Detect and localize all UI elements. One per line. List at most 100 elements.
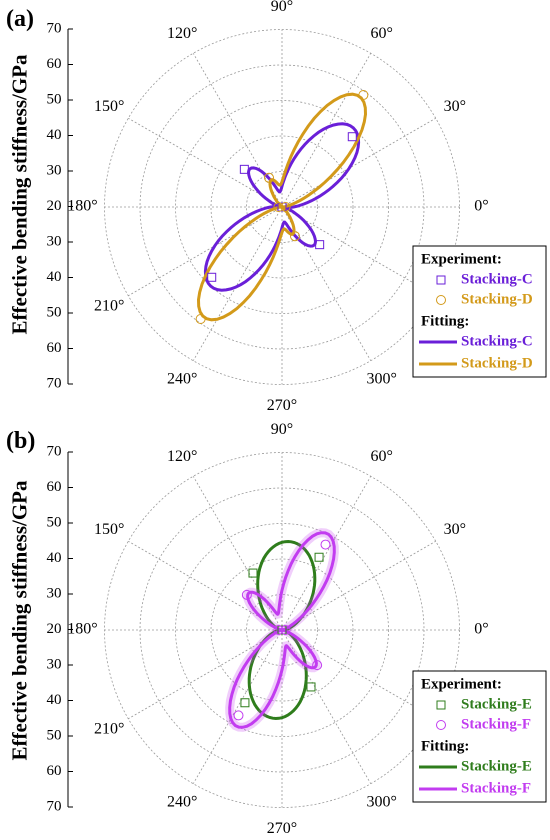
experiment-point-stacking-c <box>207 272 217 282</box>
radial-tick-label: 50 <box>47 514 62 530</box>
radial-tick-label: 20 <box>47 198 62 214</box>
experiment-point-stacking-e <box>306 682 316 692</box>
legend-entry-fitting: Stacking-E <box>461 758 532 774</box>
grid-spoke <box>128 629 283 720</box>
legend-entry-experiment: Stacking-E <box>461 696 532 712</box>
grid-spoke <box>192 206 283 361</box>
angle-label: 150° <box>94 98 124 115</box>
radial-tick-label: 50 <box>47 91 62 107</box>
panel-label-a: (a) <box>6 6 34 32</box>
radial-tick-label: 60 <box>47 56 62 72</box>
radial-tick-label: 40 <box>47 692 62 708</box>
experiment-point-stacking-f <box>273 625 284 635</box>
radial-tick-label: 70 <box>47 20 62 36</box>
panel-label-b: (b) <box>6 428 36 454</box>
grid-spoke <box>128 540 283 631</box>
experiment-point-stacking-e <box>248 568 258 578</box>
angle-label: 180° <box>67 621 97 638</box>
experiment-point-stacking-e <box>277 625 287 635</box>
radial-tick-label: 30 <box>47 585 62 601</box>
series-fit-line-stacking-d <box>196 92 368 322</box>
experiment-point-stacking-d <box>358 89 369 100</box>
experiment-point-stacking-c <box>277 202 287 212</box>
grid-spoke <box>128 117 283 208</box>
angle-label: 240° <box>167 793 197 810</box>
angle-label: 90° <box>271 0 293 15</box>
grid-spoke <box>281 629 436 720</box>
angle-label: 0° <box>474 198 488 215</box>
legend-marker <box>436 700 446 710</box>
series-fit-line-stacking-c <box>203 122 361 292</box>
experiment-point-stacking-c <box>239 164 249 174</box>
grid-spoke <box>281 206 436 297</box>
radial-tick-label: 50 <box>47 727 62 743</box>
angle-label: 270° <box>267 820 297 837</box>
radial-tick-label: 30 <box>47 233 62 249</box>
angle-label: 270° <box>267 397 297 414</box>
experiment-point-stacking-f <box>280 625 291 635</box>
radial-tick-label: 60 <box>47 763 62 779</box>
experiment-point-stacking-c <box>315 240 325 250</box>
radial-tick-label: 40 <box>47 550 62 566</box>
angle-label: 240° <box>167 370 197 387</box>
radial-tick-label: 40 <box>47 127 62 143</box>
grid-spoke <box>281 540 436 631</box>
legend-entry-fitting: Stacking-F <box>461 780 531 796</box>
radial-tick-label: 30 <box>47 162 62 178</box>
experiment-point-stacking-f <box>241 589 252 600</box>
series-fit-line-stacking-f <box>228 531 336 729</box>
grid-spoke <box>281 206 372 361</box>
grid-spoke <box>192 53 283 208</box>
radial-tick-label: 40 <box>47 269 62 285</box>
radial-tick-label: 70 <box>47 798 62 814</box>
angle-label: 90° <box>271 421 293 438</box>
experiment-point-stacking-d <box>264 172 275 183</box>
grid-spoke <box>281 117 436 208</box>
legend-experiment-title: Experiment: <box>421 676 502 692</box>
legend-marker <box>436 720 446 730</box>
grid-circle <box>175 523 389 737</box>
legend-fitting-title: Fitting: <box>421 313 469 329</box>
angle-label: 0° <box>474 621 488 638</box>
legend-entry-fitting: Stacking-C <box>461 333 533 349</box>
angle-label: 60° <box>371 25 393 42</box>
angle-label: 30° <box>444 98 466 115</box>
experiment-point-stacking-f <box>233 710 244 721</box>
grid-spoke <box>128 206 283 297</box>
grid-spoke <box>281 476 372 631</box>
experiment-point-stacking-f <box>320 539 331 550</box>
legend-experiment-title: Experiment: <box>421 251 502 267</box>
experiment-point-stacking-e <box>240 698 250 708</box>
experiment-point-stacking-d <box>280 202 291 212</box>
angle-label: 60° <box>371 448 393 465</box>
legend-box <box>412 245 547 378</box>
experiment-point-stacking-f <box>312 660 323 671</box>
radial-tick-label: 60 <box>47 479 62 495</box>
experiment-point-stacking-e <box>314 552 324 562</box>
experiment-point-stacking-d <box>289 231 300 242</box>
radial-tick-label: 50 <box>47 304 62 320</box>
angle-label: 30° <box>444 521 466 538</box>
legend-fitting-title: Fitting: <box>421 738 469 754</box>
legend-marker <box>436 275 446 285</box>
experiment-point-stacking-d <box>195 314 206 325</box>
legend-entry-fitting: Stacking-D <box>461 355 533 371</box>
legend-entry-experiment: Stacking-C <box>461 271 533 287</box>
legend-entry-experiment: Stacking-F <box>461 716 531 732</box>
grid-circle <box>175 100 389 314</box>
grid-circle <box>210 558 354 702</box>
grid-spoke <box>192 629 283 784</box>
radial-tick-label: 60 <box>47 340 62 356</box>
experiment-point-stacking-d <box>273 202 284 212</box>
radial-tick-label: 70 <box>47 443 62 459</box>
angle-label: 180° <box>67 198 97 215</box>
legend-marker <box>436 295 446 305</box>
grid-circle <box>210 135 354 279</box>
angle-label: 150° <box>94 521 124 538</box>
grid-spoke <box>281 53 372 208</box>
grid-circle <box>246 171 318 243</box>
radial-tick-label: 70 <box>47 375 62 391</box>
radial-tick-label: 20 <box>47 621 62 637</box>
angle-label: 300° <box>367 370 397 387</box>
radial-tick-label: 30 <box>47 656 62 672</box>
